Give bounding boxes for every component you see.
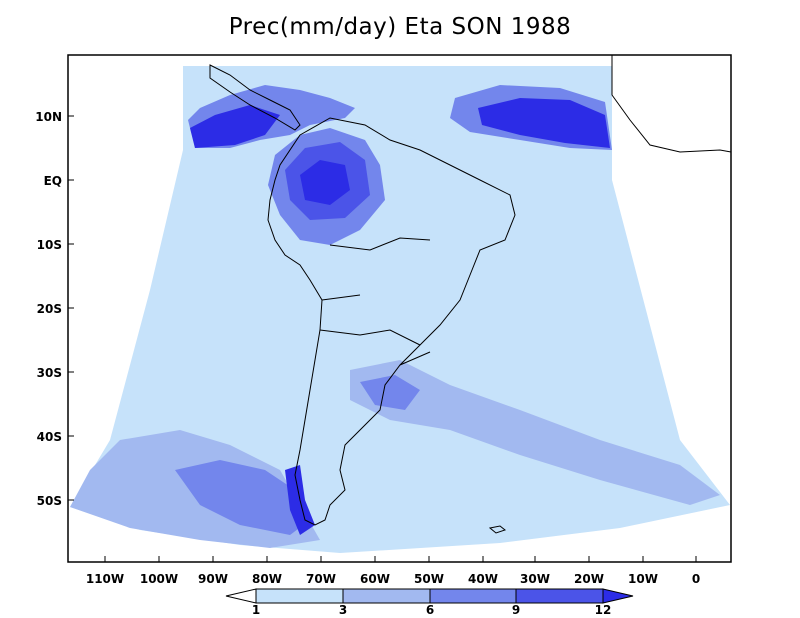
colorbar-level-label: 6 <box>426 603 434 617</box>
lat-tick-label: 40S <box>37 430 62 444</box>
lat-tick-label: EQ <box>44 174 62 188</box>
central-america-coast <box>209 64 301 131</box>
colorbar-box <box>255 588 344 604</box>
amazon-precip-max <box>300 160 350 205</box>
colorbar: 1 3 6 9 12 <box>225 588 634 617</box>
lat-tick-label: 30S <box>37 366 62 380</box>
falklands-coast <box>488 525 507 534</box>
lon-tick-label: 80W <box>252 572 282 586</box>
colorbar-level-label: 9 <box>512 603 520 617</box>
colorbar-box <box>515 588 604 604</box>
colorbar-high-triangle <box>602 588 634 604</box>
lon-axis: 110W 100W 90W 80W 70W 60W 50W 40W 30W 20W 10W 0 <box>86 556 700 586</box>
colorbar-box <box>429 588 518 604</box>
lon-tick-label: 20W <box>574 572 604 586</box>
colorbar-level-label: 12 <box>595 603 612 617</box>
africa-coast <box>611 55 732 153</box>
precip-field <box>70 66 730 553</box>
itcz-atlantic-core <box>478 98 610 148</box>
lat-tick-label: 10S <box>37 238 62 252</box>
lon-tick-label: 10W <box>628 572 658 586</box>
uruguay-precip <box>360 375 420 410</box>
south-atlantic-band <box>350 360 720 505</box>
itcz-east-pacific-core <box>190 105 280 148</box>
lat-axis: 10N EQ 10S 20S 30S 40S 50S <box>35 110 74 508</box>
lat-tick-label: 10N <box>35 110 62 124</box>
south-america-coast <box>267 117 516 526</box>
south-pacific-core <box>175 460 310 535</box>
lon-tick-label: 110W <box>86 572 124 586</box>
lon-tick-label: 30W <box>520 572 550 586</box>
lon-tick-label: 60W <box>360 572 390 586</box>
lon-tick-label: 40W <box>468 572 498 586</box>
colorbar-box <box>342 588 431 604</box>
lon-tick-label: 70W <box>306 572 336 586</box>
country-borders <box>319 237 431 366</box>
lon-tick-label: 0 <box>692 572 700 586</box>
lon-tick-label: 50W <box>414 572 444 586</box>
colorbar-level-label: 3 <box>339 603 347 617</box>
colorbar-low-triangle <box>225 588 257 604</box>
lat-tick-label: 20S <box>37 302 62 316</box>
colorbar-level-label: 1 <box>252 603 260 617</box>
coastlines <box>209 55 732 534</box>
lat-tick-label: 50S <box>37 494 62 508</box>
map-title: Prec(mm/day) Eta SON 1988 <box>228 14 572 40</box>
lon-tick-label: 90W <box>198 572 228 586</box>
lon-tick-label: 100W <box>140 572 178 586</box>
